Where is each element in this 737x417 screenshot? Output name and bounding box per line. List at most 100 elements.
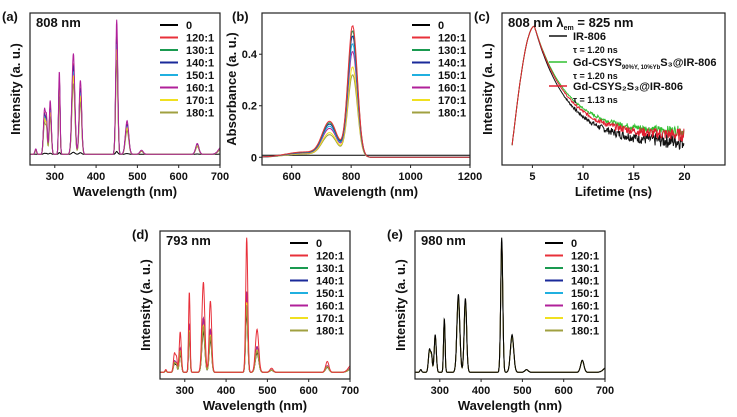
legend-label: 0: [316, 238, 322, 250]
x-tick-label: 700: [596, 385, 614, 397]
y-tick-label: 0.4: [242, 49, 258, 61]
legend-label: 170:1: [316, 313, 344, 325]
legend-label: 180:1: [438, 108, 466, 120]
excitation-annotation: 793 nm: [166, 233, 211, 248]
chart-panel-e: 300 400 500 600 700 Wavelength (nm) Intensity …: [387, 227, 614, 413]
panel-label: (d): [132, 227, 149, 242]
x-tick-label: 400: [87, 171, 105, 183]
chart-panel-d: 300 400 500 600 700 Wavelength (nm) Intensity …: [132, 227, 359, 413]
y-axis-label: Intensity (a. u.): [8, 43, 23, 135]
x-tick-label: 300: [431, 385, 449, 397]
y-axis-label: Absorbance (a. u.): [224, 32, 239, 145]
series-line-120:1: [262, 24, 470, 158]
series-lines: [30, 19, 221, 155]
y-tick-label: 0.2: [242, 101, 257, 113]
lifetime-value: τ = 1.13 ns: [573, 95, 618, 105]
x-tick-label: 1200: [458, 171, 482, 183]
x-tick-label: 600: [283, 171, 301, 183]
series-lines: [261, 24, 470, 158]
y-axis-label: Intensity (a. u.): [393, 259, 408, 351]
chart-panel-a: 300 400 500 600 700 Wavelength (nm) Intensity …: [2, 9, 229, 199]
chart-panel-b: 600 800 1000 1200 0 0.2 0.4 Wavelength (nm) Abso…: [224, 9, 482, 199]
x-tick-label: 15: [628, 171, 640, 183]
legend-label: Gd-CSYS90%Y, 10%YbS₃@IR-806: [573, 57, 716, 71]
panel-label: (c): [474, 9, 490, 24]
legend-label: 160:1: [438, 83, 466, 95]
plot-frame: [29, 12, 221, 166]
series-line-120:1: [160, 237, 351, 373]
x-tick-label: 20: [678, 171, 690, 183]
legend-label: 170:1: [438, 95, 466, 107]
x-tick-label: 300: [176, 385, 194, 397]
series-line-Gd-CSYS2S3@IR-806: [511, 25, 685, 146]
legend-label: 180:1: [571, 326, 599, 338]
legend-label: 130:1: [316, 263, 344, 275]
x-tick-label: 5: [529, 171, 535, 183]
x-tick-label: 500: [128, 171, 146, 183]
x-axis-label: Wavelength (nm): [203, 398, 307, 413]
legend-label: 160:1: [571, 301, 599, 313]
legend-label: 160:1: [186, 83, 214, 95]
x-axis-label: Wavelength (nm): [73, 184, 177, 199]
plot-frame: [501, 12, 726, 166]
excitation-annotation: 808 nm λem = 825 nm: [508, 15, 633, 32]
panel-label: (b): [232, 9, 249, 24]
plot-frame: [159, 230, 351, 380]
legend-label: 150:1: [571, 288, 599, 300]
legend-label: 120:1: [186, 33, 214, 45]
series-lines: [511, 25, 685, 151]
x-tick-label: 10: [577, 171, 589, 183]
legend-label: 150:1: [186, 70, 214, 82]
x-tick-label: 600: [300, 385, 318, 397]
lifetime-value: τ = 1.20 ns: [573, 71, 618, 81]
legend-label: 140:1: [316, 276, 344, 288]
panel-label: (a): [2, 9, 18, 24]
x-axis-label: Wavelength (nm): [314, 184, 418, 199]
series-lines: [415, 237, 606, 373]
x-tick-label: 700: [341, 385, 359, 397]
legend-label: 0: [186, 20, 192, 32]
legend-label: 0: [438, 20, 444, 32]
x-tick-label: 600: [555, 385, 573, 397]
legend-label: 170:1: [186, 95, 214, 107]
x-tick-label: 400: [217, 385, 235, 397]
legend-label: 180:1: [186, 108, 214, 120]
legend-label: 130:1: [186, 45, 214, 57]
series-lines: [160, 237, 351, 373]
chart-panel-c: 5 10 15 20 Lifetime (ns) Intensity (a. u.) (c)…: [474, 9, 726, 199]
series-line-0: [415, 237, 606, 373]
legend-label: 130:1: [438, 45, 466, 57]
y-axis-label: Intensity (a. u.): [480, 43, 495, 135]
x-axis-label: Wavelength (nm): [458, 398, 562, 413]
y-axis-label: Intensity (a. u.): [138, 259, 153, 351]
x-axis-label: Lifetime (ns): [575, 184, 652, 199]
x-tick-label: 1000: [398, 171, 422, 183]
x-tick-label: 300: [46, 171, 64, 183]
excitation-annotation: 980 nm: [421, 233, 466, 248]
lifetime-value: τ = 1.20 ns: [573, 45, 618, 55]
legend-label: 180:1: [316, 326, 344, 338]
series-line-160:1: [30, 19, 221, 155]
plot-frame: [414, 230, 606, 380]
legend-label: 130:1: [571, 263, 599, 275]
x-tick-label: 600: [170, 171, 188, 183]
x-tick-label: 500: [513, 385, 531, 397]
legend-label: 120:1: [438, 33, 466, 45]
legend-label: 160:1: [316, 301, 344, 313]
excitation-annotation: 808 nm: [36, 15, 81, 30]
legend-label: Gd-CSYS₂S₃@IR-806: [573, 81, 683, 93]
legend-label: 120:1: [571, 251, 599, 263]
panel-label: (e): [387, 227, 403, 242]
legend-label: 120:1: [316, 251, 344, 263]
legend: IR-806 Gd-CSYS90%Y, 10%YbS₃@IR-806 Gd-CSYS…: [549, 31, 716, 105]
x-tick-label: 400: [472, 385, 490, 397]
x-tick-label: 500: [258, 385, 276, 397]
legend-label: 170:1: [571, 313, 599, 325]
x-tick-label: 700: [211, 171, 229, 183]
plot-frame: [261, 12, 471, 166]
